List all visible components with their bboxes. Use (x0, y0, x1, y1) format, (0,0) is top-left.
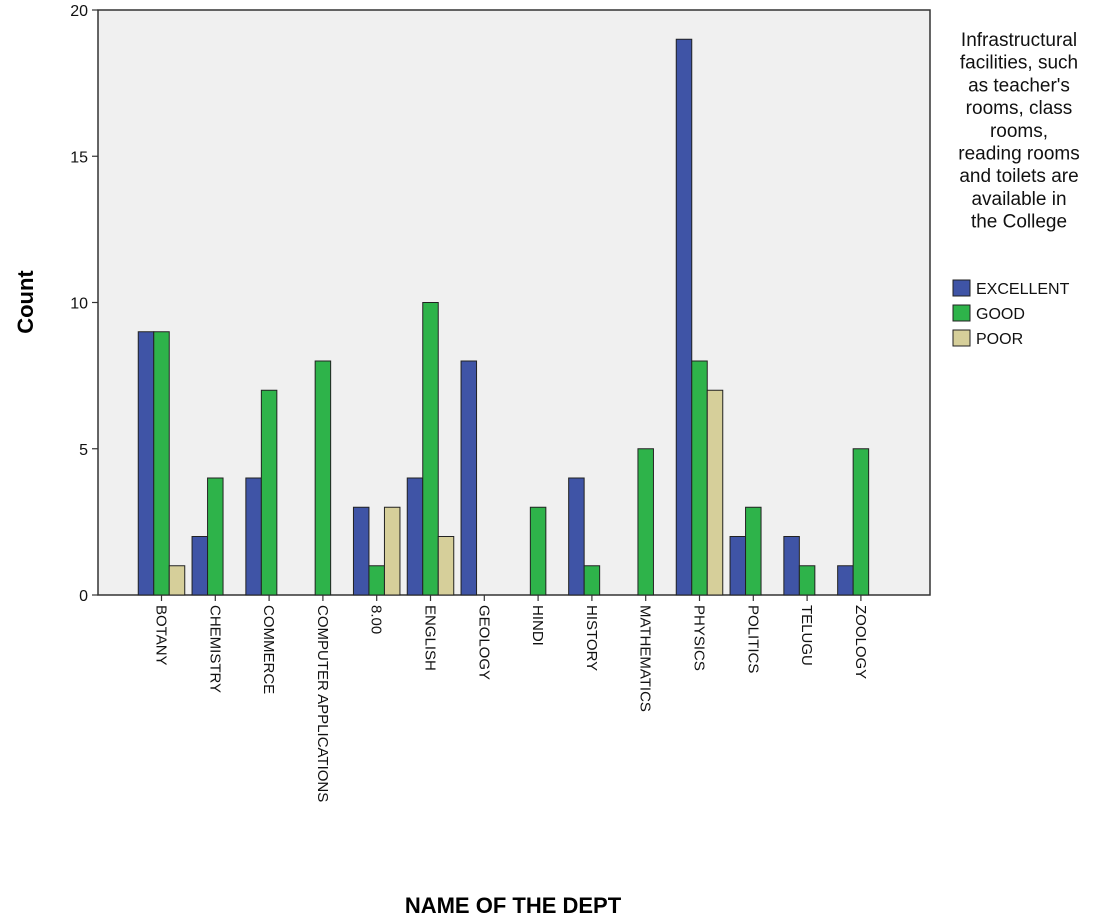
bar-good-politics (745, 506, 762, 596)
legend-title-line: and toilets are (959, 166, 1078, 187)
y-axis: 0 5 10 15 20 (70, 3, 98, 605)
bar-excellent-physics (675, 38, 693, 596)
bar-excellent-telugu (783, 536, 800, 596)
plot-area (97, 9, 931, 596)
bar-excellent-commerce (245, 477, 262, 596)
x-tick-label: BOTANY (153, 605, 170, 666)
legend-title-line: as teacher's (968, 75, 1070, 96)
x-axis-title: NAME OF THE DEPT (405, 893, 622, 918)
bar-poor-botany (168, 565, 186, 596)
x-tick-label: TELUGU (798, 605, 815, 666)
y-axis-title: Count (13, 270, 38, 334)
bar-good-physics (691, 360, 708, 596)
x-tick-label: PHYSICS (691, 605, 708, 671)
legend-title-line: Infrastructural (961, 30, 1077, 51)
bars-layer (137, 38, 870, 596)
bar-excellent-history (568, 477, 585, 596)
legend-swatch-excellent (952, 279, 971, 297)
legend-title-line: the College (971, 212, 1067, 233)
legend-title-line: facilities, such (960, 53, 1078, 74)
legend-swatch-good (952, 304, 971, 322)
bar-excellent-8-00 (352, 506, 370, 596)
bar-good-hindi (529, 506, 547, 596)
bar-good-english (422, 302, 439, 596)
bar-good-computer-applications (314, 360, 332, 596)
bar-excellent-politics (729, 536, 747, 596)
legend-title-line: reading rooms (958, 144, 1079, 165)
bar-excellent-english (406, 477, 424, 596)
y-tick-label: 5 (79, 442, 88, 459)
x-tick-label: COMMERCE (260, 605, 277, 694)
bar-good-chemistry (207, 477, 224, 596)
x-tick-label: 8.00 (368, 605, 385, 634)
x-tick-label: COMPUTER APPLICATIONS (314, 605, 331, 802)
bar-good-history (583, 565, 601, 596)
x-tick-label: MATHEMATICS (637, 605, 654, 712)
legend-label-poor: POOR (976, 331, 1023, 348)
legend-label-good: GOOD (976, 306, 1025, 323)
y-tick-label: 20 (70, 3, 88, 20)
legend-swatch-poor (952, 329, 971, 347)
x-tick-label: CHEMISTRY (206, 605, 223, 693)
x-tick-label: ZOOLOGY (852, 605, 869, 679)
bar-good-8-00 (368, 565, 385, 596)
bar-excellent-botany (137, 331, 155, 596)
bar-good-zoology (852, 448, 870, 596)
legend-title-line: available in (971, 189, 1066, 210)
bar-excellent-chemistry (191, 536, 209, 596)
x-tick-label: POLITICS (744, 605, 761, 673)
y-tick-label: 15 (70, 149, 88, 166)
bar-good-mathematics (637, 448, 654, 596)
bar-poor-physics (706, 389, 724, 596)
bar-good-telugu (798, 565, 816, 596)
bar-poor-8-00 (383, 506, 401, 596)
legend-title-line: rooms, (990, 121, 1048, 142)
legend-label-excellent: EXCELLENT (976, 281, 1070, 298)
y-tick-label: 0 (79, 588, 88, 605)
x-tick-label: GEOLOGY (475, 605, 492, 680)
bar-good-botany (153, 331, 170, 596)
x-axis: BOTANY CHEMISTRY COMMERCE COMPUTER APPLICAT… (153, 595, 869, 802)
y-tick-label: 10 (70, 296, 88, 313)
x-tick-label: HISTORY (583, 605, 600, 671)
bar-excellent-geology (460, 360, 478, 596)
bar-good-commerce (260, 389, 278, 596)
bar-excellent-zoology (837, 565, 854, 596)
bar-poor-english (437, 536, 455, 596)
x-tick-label: ENGLISH (422, 605, 439, 671)
x-tick-label: HINDI (529, 605, 546, 646)
legend-title-line: rooms, class (966, 98, 1073, 119)
